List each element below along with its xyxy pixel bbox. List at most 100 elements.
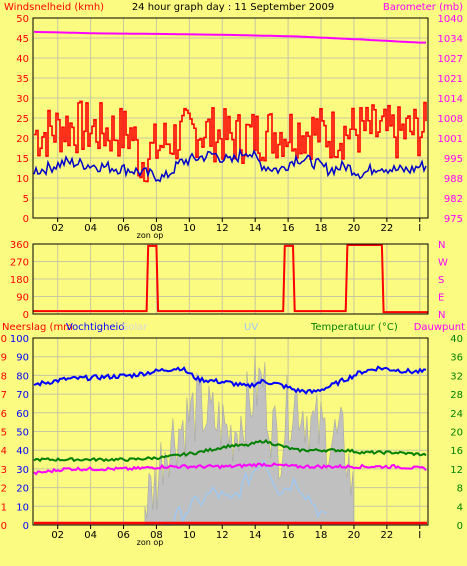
vochtigheid-tick-label: 90 xyxy=(16,353,29,364)
vochtigheid-line xyxy=(33,365,427,395)
wind-tick-label: 45 xyxy=(16,34,29,45)
panel3-y-ticks: 0011022033044055066077088099010100 xyxy=(0,334,29,532)
panel3-frame xyxy=(32,337,429,526)
wind-tick-label: 35 xyxy=(16,74,29,85)
neerslag-label: Neerslag (mm xyxy=(2,322,73,333)
x-tick-label: 16 xyxy=(282,530,295,541)
x-tick-label: 10 xyxy=(183,223,196,234)
x-tick-label: 14 xyxy=(249,530,262,541)
panel2-series xyxy=(33,244,428,314)
compass-tick-label: N xyxy=(438,240,445,251)
x-tick-label: 22 xyxy=(380,530,393,541)
temperatuur-tick-label: 20 xyxy=(450,428,463,439)
wind-tick-label: 10 xyxy=(16,174,29,185)
neerslag-tick-label: 1 xyxy=(1,502,7,513)
temperatuur-tick-label: 28 xyxy=(450,390,463,401)
panel2-frame xyxy=(32,243,429,315)
x-tick-label: I xyxy=(418,223,421,234)
barometer-tick-label: 988 xyxy=(444,174,463,185)
direction-tick-label: 180 xyxy=(10,275,29,286)
vochtigheid-tick-label: 40 xyxy=(16,446,29,457)
wind-axis-title: Windsnelheid (kmh) xyxy=(4,2,104,13)
temperatuur-tick-label: 0 xyxy=(457,521,463,532)
x-tick-label: 20 xyxy=(348,223,361,234)
wind-tick-label: 0 xyxy=(23,214,29,225)
temperatuur-tick-label: 4 xyxy=(457,502,463,513)
vochtigheid-tick-label: 0 xyxy=(23,521,29,532)
wind-tick-label: 50 xyxy=(16,14,29,25)
x-tick-label: 04 xyxy=(84,223,97,234)
barometer-tick-label: 1014 xyxy=(438,94,463,105)
panel1-y-ticks: 0 5 10 15 20 25 30 35 40 45 50 xyxy=(16,14,29,225)
temperatuur-tick-label: 40 xyxy=(450,334,463,345)
chart-title: 24 hour graph day : 11 September 2009 xyxy=(132,2,334,13)
wind-tick-label: 20 xyxy=(16,134,29,145)
x-tick-label: 12 xyxy=(216,530,229,541)
x-tick-label: 08 xyxy=(150,223,163,234)
uv-label: UV xyxy=(244,322,258,333)
panel1-x-ticks: 02 04 06 08 10 12 14 16 18 20 22 I xyxy=(51,218,421,234)
neerslag-tick-label: 3 xyxy=(1,465,7,476)
panel3-zon-op-label: zon op xyxy=(137,538,164,547)
wind-tick-label: 40 xyxy=(16,54,29,65)
barometer-tick-label: 1008 xyxy=(438,114,463,125)
panel1-series xyxy=(33,30,427,183)
wind-gust-line xyxy=(33,147,427,183)
compass-tick-label: E xyxy=(438,293,444,304)
panel2-y-ticks: 360 270 180 90 0 xyxy=(10,240,29,321)
vochtigheid-tick-label: 60 xyxy=(16,409,29,420)
vochtigheid-tick-label: 100 xyxy=(10,334,29,345)
panel1-zon-op-label: zon op xyxy=(137,231,164,240)
x-tick-label: 18 xyxy=(315,223,328,234)
x-tick-label: 22 xyxy=(380,223,393,234)
direction-tick-label: 0 xyxy=(23,310,29,321)
neerslag-tick-label: 6 xyxy=(1,409,7,420)
temperatuur-line xyxy=(33,438,427,463)
barometer-tick-label: 1027 xyxy=(438,54,463,65)
panel3-series xyxy=(33,355,427,526)
vochtigheid-label: Vochtigheid xyxy=(66,322,125,333)
barometer-tick-label: 995 xyxy=(444,154,463,165)
panel1-y2-ticks: 975 982 988 995 1001 1008 1014 1021 1027 1034 1040 xyxy=(438,14,463,225)
direction-tick-label: 360 xyxy=(10,240,29,251)
neerslag-tick-label: 8 xyxy=(1,371,7,382)
panel3-x-ticks: 02 04 06 08 10 12 14 16 18 20 22 I xyxy=(51,525,421,541)
wind-direction-line xyxy=(33,244,428,314)
vochtigheid-tick-label: 50 xyxy=(16,428,29,439)
vochtigheid-tick-label: 80 xyxy=(16,371,29,382)
barometer-tick-label: 1001 xyxy=(438,134,463,145)
solar-label: Solar xyxy=(122,322,148,333)
x-tick-label: 10 xyxy=(183,530,196,541)
neerslag-tick-label: 5 xyxy=(1,428,7,439)
x-tick-label: 16 xyxy=(282,223,295,234)
wind-tick-label: 5 xyxy=(23,194,29,205)
panel1-frame xyxy=(32,17,429,219)
solar-area xyxy=(144,355,355,526)
neerslag-tick-label: 2 xyxy=(1,484,7,495)
temperatuur-tick-label: 12 xyxy=(450,465,463,476)
temperatuur-label: Temperatuur (°C) xyxy=(310,322,398,333)
temperatuur-tick-label: 36 xyxy=(450,353,463,364)
vochtigheid-tick-label: 30 xyxy=(16,465,29,476)
direction-tick-label: 270 xyxy=(10,258,29,269)
barometer-line xyxy=(33,30,426,44)
wind-tick-label: 30 xyxy=(16,94,29,105)
neerslag-tick-label: 0 xyxy=(1,521,7,532)
compass-tick-label: S xyxy=(438,275,444,286)
x-tick-label: 02 xyxy=(51,530,64,541)
temperatuur-tick-label: 32 xyxy=(450,371,463,382)
x-tick-label: 12 xyxy=(216,223,229,234)
temperatuur-tick-label: 24 xyxy=(450,409,463,420)
uv-line xyxy=(164,458,328,526)
dauwpunt-line xyxy=(33,462,427,476)
neerslag-tick-label: 10 xyxy=(0,334,7,345)
wind-tick-label: 15 xyxy=(16,154,29,165)
compass-tick-label: W xyxy=(438,258,448,269)
direction-tick-label: 90 xyxy=(16,293,29,304)
x-tick-label: I xyxy=(418,530,421,541)
vochtigheid-tick-label: 20 xyxy=(16,484,29,495)
x-tick-label: 06 xyxy=(117,530,130,541)
compass-tick-label: N xyxy=(438,310,445,321)
